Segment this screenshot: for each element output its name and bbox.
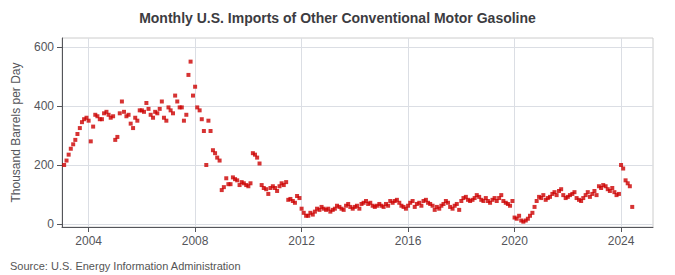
svg-text:2008: 2008 bbox=[182, 234, 209, 248]
svg-text:400: 400 bbox=[34, 99, 54, 113]
svg-text:200: 200 bbox=[34, 158, 54, 172]
svg-text:2016: 2016 bbox=[395, 234, 422, 248]
svg-text:2024: 2024 bbox=[608, 234, 635, 248]
svg-text:0: 0 bbox=[47, 217, 54, 231]
svg-text:2020: 2020 bbox=[501, 234, 528, 248]
svg-text:Source: U.S. Energy Informatio: Source: U.S. Energy Information Administ… bbox=[10, 260, 241, 272]
svg-text:Thousand Barrels per Day: Thousand Barrels per Day bbox=[9, 62, 23, 202]
svg-text:2012: 2012 bbox=[288, 234, 315, 248]
svg-text:Monthly U.S. Imports of Other: Monthly U.S. Imports of Other Convention… bbox=[139, 10, 536, 26]
svg-text:2004: 2004 bbox=[75, 234, 102, 248]
svg-text:600: 600 bbox=[34, 40, 54, 54]
